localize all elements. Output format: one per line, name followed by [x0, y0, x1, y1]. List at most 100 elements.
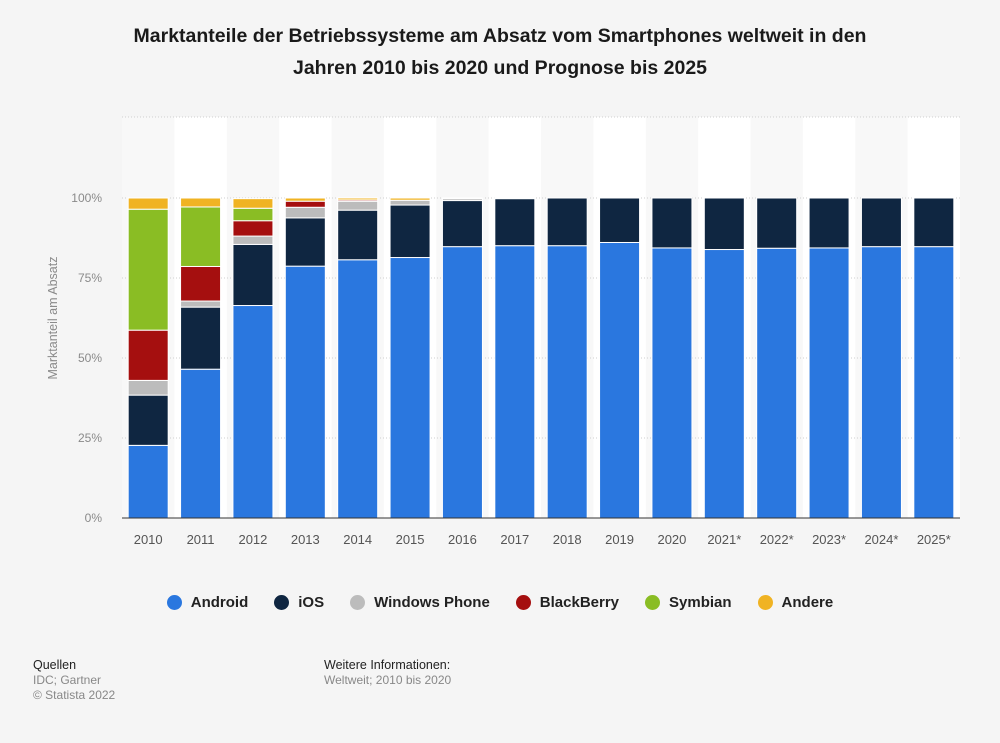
bar-stack-2017 — [494, 197, 536, 519]
bar-android — [337, 259, 379, 519]
bar-blackberry — [284, 200, 326, 208]
x-tick-label: 2011 — [187, 532, 215, 547]
bar-symbian — [127, 208, 169, 331]
y-tick-label: 75% — [78, 271, 102, 285]
x-tick-label: 2025* — [917, 532, 951, 547]
x-tick-labels: 2010 2011 2012 2013 2014 2015 2016 2017 2018 2019… — [134, 532, 951, 547]
bar-android — [808, 247, 850, 519]
bar-android — [860, 246, 902, 519]
y-tick-labels: 0% 25% 50% 75% 100% — [71, 191, 102, 525]
bar-ios — [180, 306, 222, 370]
bar-ios — [232, 243, 274, 307]
stacked-bar-chart: 0% 25% 50% 75% 100% 2010 2011 2012 2013 2014 2015… — [46, 116, 960, 547]
bar-android — [127, 444, 169, 519]
x-tick-label: 2012 — [238, 532, 267, 547]
bar-ios — [389, 204, 431, 259]
bar-andere — [441, 197, 483, 200]
footer-info: Weitere Informationen: Weltweit; 2010 bi… — [324, 658, 451, 688]
legend-marker — [166, 595, 182, 610]
bar-ios — [808, 197, 850, 249]
x-tick-label: 2023* — [812, 532, 846, 547]
legend-item-windows-phone[interactable]: Windows Phone — [350, 594, 490, 611]
x-tick-label: 2015 — [396, 532, 425, 547]
legend-item-ios[interactable]: iOS — [274, 594, 324, 611]
bar-stack-2020 — [651, 197, 693, 519]
footer-sources: Quellen IDC; Gartner © Statista 2022 — [33, 658, 115, 703]
chart-title-line-1: Marktanteile der Betriebssysteme am Absa… — [133, 25, 867, 47]
x-tick-label: 2016 — [448, 532, 477, 547]
chart-title: Marktanteile der Betriebssysteme am Absa… — [60, 20, 940, 84]
bar-stack-2025 — [913, 197, 955, 519]
info-heading: Weitere Informationen: — [324, 658, 451, 672]
bar-windows-phone — [180, 300, 222, 308]
legend-label: BlackBerry — [539, 594, 620, 611]
legend: Android iOS Windows Phone BlackBerry Symbian… — [0, 594, 1000, 611]
info-text: Weltweit; 2010 bis 2020 — [324, 673, 452, 687]
y-axis-label: Marktanteil am Absatz — [46, 257, 60, 380]
bar-stack-2013 — [284, 197, 326, 519]
bar-stack-2012 — [232, 198, 274, 519]
bar-android — [389, 257, 431, 519]
bar-ios — [546, 197, 588, 247]
bar-windows-phone — [337, 200, 379, 211]
bar-ios — [756, 197, 798, 249]
bar-android — [232, 305, 274, 519]
bar-android — [284, 265, 326, 519]
bar-ios — [494, 198, 536, 247]
bar-android — [756, 247, 798, 519]
bar-andere — [389, 197, 431, 201]
bar-windows-phone — [127, 379, 169, 396]
bar-andere — [494, 197, 536, 200]
bar-stack-2019 — [599, 197, 641, 519]
bar-ios — [913, 197, 955, 248]
bar-android — [703, 249, 745, 519]
legend-marker — [645, 595, 661, 610]
bar-blackberry — [127, 329, 169, 381]
legend-label: Andere — [781, 594, 834, 611]
bar-blackberry — [232, 220, 274, 237]
y-tick-label: 50% — [78, 351, 102, 365]
bar-stack-2018 — [546, 197, 588, 519]
legend-item-symbian[interactable]: Symbian — [645, 594, 732, 611]
x-tick-label: 2019 — [605, 532, 634, 547]
bar-andere — [284, 197, 326, 202]
bar-ios — [127, 394, 169, 446]
bar-stack-2021 — [703, 197, 745, 519]
x-tick-label: 2020 — [657, 532, 686, 547]
legend-label: Windows Phone — [374, 594, 490, 611]
bar-ios — [599, 197, 641, 243]
legend-item-android[interactable]: Android — [166, 594, 248, 611]
bar-stack-2015 — [389, 197, 431, 519]
bar-windows-phone — [232, 235, 274, 245]
x-tick-label: 2017 — [500, 532, 529, 547]
bar-android — [494, 245, 536, 519]
legend-item-andere[interactable]: Andere — [757, 594, 834, 611]
bar-ios — [337, 209, 379, 261]
bar-stacks — [127, 197, 955, 519]
legend-marker — [274, 595, 290, 610]
bar-windows-phone — [284, 206, 326, 219]
sources-text: IDC; Gartner — [33, 673, 102, 687]
x-tick-label: 2018 — [553, 532, 582, 547]
legend-item-blackberry[interactable]: BlackBerry — [515, 594, 620, 611]
bar-stack-2022 — [756, 197, 798, 519]
bar-android — [180, 368, 222, 519]
x-tick-label: 2013 — [291, 532, 320, 547]
bar-android — [441, 246, 483, 519]
bar-windows-phone — [389, 199, 431, 206]
chart-title-line-2: Jahren 2010 bis 2020 und Prognose bis 20… — [292, 57, 708, 79]
legend-label: Symbian — [669, 594, 732, 611]
bar-android — [546, 245, 588, 519]
legend-marker — [350, 595, 366, 610]
bar-andere — [337, 197, 379, 201]
y-tick-label: 0% — [85, 511, 103, 525]
bar-ios — [284, 217, 326, 267]
x-tick-label: 2021* — [707, 532, 741, 547]
bar-stack-2011 — [180, 197, 222, 519]
y-tick-label: 100% — [71, 191, 102, 205]
x-tick-label: 2010 — [134, 532, 163, 547]
legend-label: iOS — [298, 594, 325, 611]
bar-stack-2016 — [441, 197, 483, 519]
x-tick-label: 2014 — [343, 532, 372, 547]
bar-symbian — [232, 207, 274, 222]
